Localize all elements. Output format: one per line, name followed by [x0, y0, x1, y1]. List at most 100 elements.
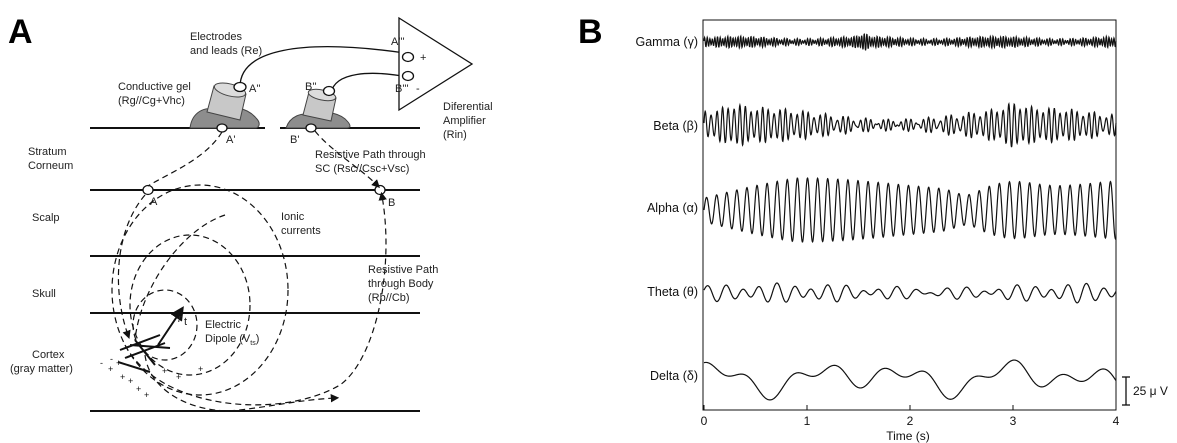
trace-labels: Gamma (γ) Beta (β) Alpha (α) Theta (θ) D… — [635, 35, 698, 383]
dipole-label-2: Dipole (Vts) — [205, 333, 259, 347]
label-a-prime: A' — [226, 134, 235, 146]
trace-label-alpha: Alpha (α) — [647, 201, 698, 215]
scale-bar — [1122, 376, 1130, 406]
svg-text:-: - — [100, 358, 103, 368]
amp-label-3: (Rin) — [443, 129, 467, 141]
label-a-double-prime: A'' — [249, 83, 261, 95]
delta-name: Delta — [650, 369, 679, 383]
node-a-double-prime — [233, 81, 247, 93]
ionic-loop-middle — [129, 234, 251, 376]
beta-symbol: (β) — [682, 119, 698, 133]
stratum-label-2: Corneum — [28, 160, 73, 172]
dipole-vector-sub: t — [184, 316, 187, 328]
x-axis: 0 1 2 3 4 — [701, 405, 1120, 428]
node-b-prime — [305, 123, 317, 133]
gel-label-2: (Rg//Cg+Vhc) — [118, 95, 185, 107]
ionic-current-paths — [111, 130, 387, 412]
ionic-label-2: currents — [281, 225, 321, 237]
x-tick-label: 1 — [804, 414, 811, 428]
cortex-label-1: Cortex — [32, 349, 65, 361]
panel-a: A + - — [8, 13, 493, 412]
dipole-vector — [157, 306, 184, 346]
svg-text:+: + — [144, 390, 149, 400]
gamma-name: Gamma — [635, 35, 680, 49]
theta-symbol: (θ) — [683, 285, 698, 299]
amp-plus-sign: + — [420, 52, 426, 64]
dipole-label-1: Electric — [205, 319, 242, 331]
circuit-nodes — [142, 51, 415, 196]
x-tick-label: 4 — [1113, 414, 1120, 428]
x-tick-label: 3 — [1010, 414, 1017, 428]
trace-label-theta: Theta (θ) — [647, 285, 698, 299]
trace-label-delta: Delta (δ) — [650, 369, 698, 383]
amp-label-1: Diferential — [443, 101, 493, 113]
alpha-name: Alpha — [647, 201, 679, 215]
differential-amplifier — [398, 16, 474, 112]
gamma-symbol: (γ) — [683, 35, 698, 49]
label-b: B — [388, 197, 395, 209]
svg-text:-: - — [110, 354, 113, 364]
charge-marks: +++ +++ +++ -- — [100, 354, 203, 400]
x-tick-label: 0 — [701, 414, 708, 428]
ionic-loop-inner — [132, 289, 198, 361]
theta-name: Theta — [647, 285, 679, 299]
svg-text:+: + — [120, 372, 125, 382]
node-a-prime — [216, 123, 228, 133]
path-bottom-return — [144, 354, 340, 412]
sc-path-label-2: SC (Rsc//Csc+Vsc) — [315, 163, 409, 175]
path-a-prime-to-a — [147, 131, 223, 187]
gel-blob-b — [285, 111, 351, 129]
trace-label-beta: Beta (β) — [653, 119, 698, 133]
svg-text:+: + — [198, 364, 203, 374]
trace-beta — [703, 101, 1117, 148]
panel-b: B Gamma (γ) Beta (β) Alpha (α) Theta (θ)… — [578, 13, 1168, 443]
panel-a-letter: A — [8, 13, 33, 51]
svg-text:+: + — [136, 384, 141, 394]
gel-label-1: Conductive gel — [118, 81, 191, 93]
trace-label-gamma: Gamma (γ) — [635, 35, 698, 49]
skull-label: Skull — [32, 288, 56, 300]
svg-text:+: + — [176, 372, 181, 382]
x-axis-label: Time (s) — [886, 429, 930, 443]
sc-path-label-1: Resistive Path through — [315, 149, 426, 161]
label-a: A — [150, 196, 158, 208]
label-b-double-prime: B'' — [305, 81, 317, 93]
dipole-label-2-main: Dipole (V — [205, 333, 251, 345]
amp-minus-sign: - — [416, 83, 420, 95]
svg-text:+: + — [116, 358, 121, 368]
dipole-label-2-close: ) — [256, 333, 260, 345]
scalp-label: Scalp — [32, 212, 60, 224]
path-cortex-to-b — [124, 191, 387, 406]
ionic-label-1: Ionic — [281, 211, 305, 223]
plot-frame — [702, 19, 1117, 411]
dipole-label-2-sub: ts — [250, 340, 256, 347]
node-a — [142, 184, 154, 196]
dipole-arrows — [117, 334, 171, 373]
label-b-triple-prime: B''' — [395, 83, 409, 95]
body-path-label-1: Resistive Path — [368, 264, 438, 276]
electrodes-label-2: and leads (Re) — [190, 45, 262, 57]
path-a-to-cortex — [117, 194, 146, 339]
delta-symbol: (δ) — [683, 369, 698, 383]
body-path-label-3: (Rb//Cb) — [368, 292, 410, 304]
scale-bar-label: 25 μ V — [1133, 384, 1168, 398]
svg-text:+: + — [128, 376, 133, 386]
trace-alpha — [703, 177, 1117, 244]
svg-text:+: + — [108, 364, 113, 374]
stratum-label-1: Stratum — [28, 146, 67, 158]
node-a-triple-prime — [401, 51, 415, 63]
ionic-arc — [134, 214, 226, 341]
node-b-double-prime — [322, 85, 336, 97]
trace-theta — [703, 282, 1117, 304]
cortex-label-2: (gray matter) — [10, 363, 73, 375]
node-b — [374, 184, 386, 196]
trace-gamma — [703, 33, 1117, 51]
body-path-label-2: through Body — [368, 278, 434, 290]
label-b-prime: B' — [290, 134, 299, 146]
eeg-traces — [703, 33, 1117, 401]
trace-delta — [703, 359, 1117, 401]
x-tick-label: 2 — [907, 414, 914, 428]
electrodes-label-1: Electrodes — [190, 31, 242, 43]
lead-a — [239, 46, 406, 88]
